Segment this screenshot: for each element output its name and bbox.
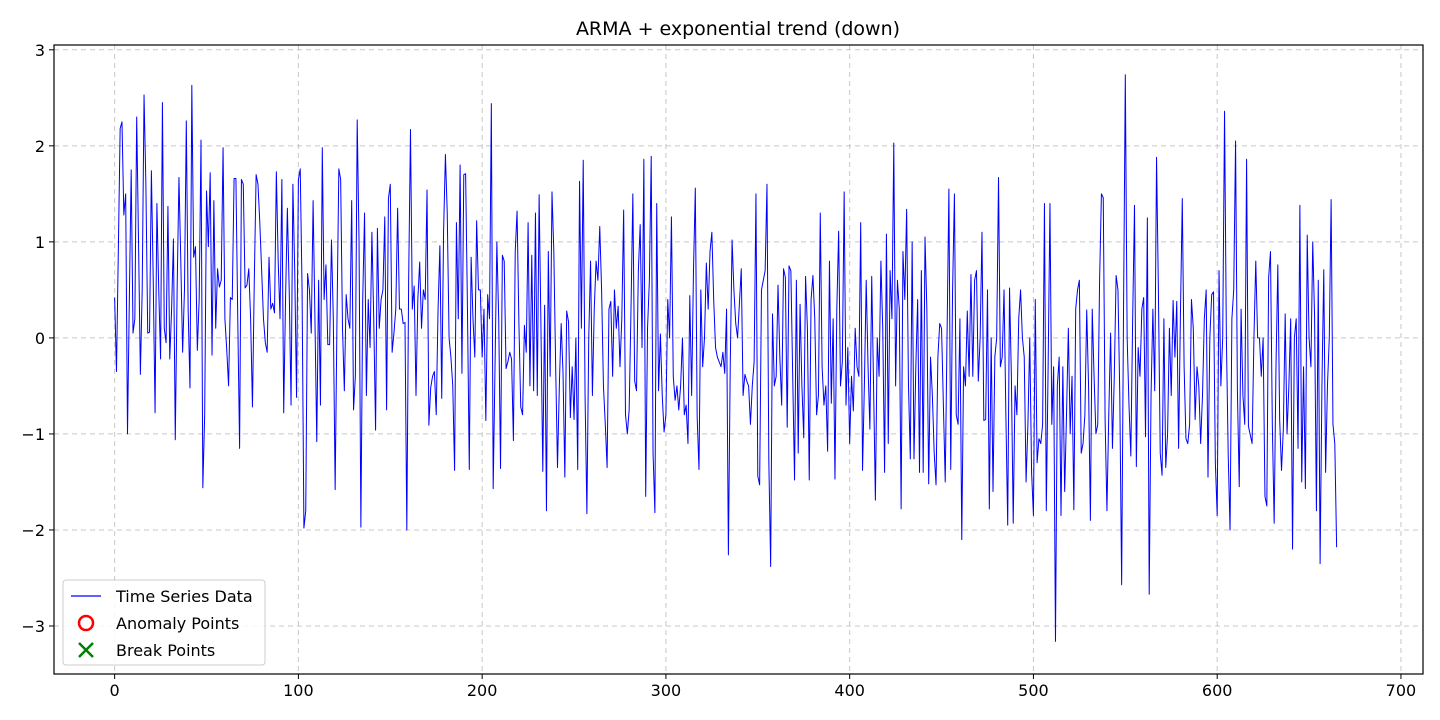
- x-tick-label: 300: [651, 681, 682, 700]
- legend-circle-marker: [77, 614, 95, 632]
- ticks-layer: 0 100 200 300 400 500 600 700 −3 −2 −1 0 1 2 3: [21, 41, 1416, 700]
- y-tick-label: −2: [21, 521, 45, 540]
- legend-x-marker: [78, 642, 94, 658]
- y-tick-label: 3: [35, 41, 45, 60]
- x-tick-label: 100: [283, 681, 314, 700]
- y-tick-label: 2: [35, 137, 45, 156]
- x-tick-label: 400: [834, 681, 865, 700]
- y-tick-label: 1: [35, 233, 45, 252]
- series-line-time-series-data: [114, 74, 1338, 642]
- legend-x-stroke: [78, 642, 94, 658]
- y-tick-label: −3: [21, 617, 45, 636]
- legend: Time Series Data Anomaly Points Break Poin…: [62, 579, 266, 666]
- y-tick-label: 0: [35, 329, 45, 348]
- legend-label: Time Series Data: [115, 587, 253, 606]
- series-layer: [114, 74, 1338, 642]
- x-tick-label: 700: [1386, 681, 1417, 700]
- x-tick-label: 500: [1018, 681, 1049, 700]
- legend-box: [62, 579, 266, 666]
- x-tick-label: 200: [467, 681, 498, 700]
- legend-label: Break Points: [116, 641, 215, 660]
- legend-label: Anomaly Points: [116, 614, 239, 633]
- x-tick-label: 600: [1202, 681, 1233, 700]
- plot-area-frame: [53, 44, 1424, 675]
- chart-title: ARMA + exponential trend (down): [576, 18, 900, 40]
- x-tick-label: 0: [110, 681, 120, 700]
- y-tick-label: −1: [21, 425, 45, 444]
